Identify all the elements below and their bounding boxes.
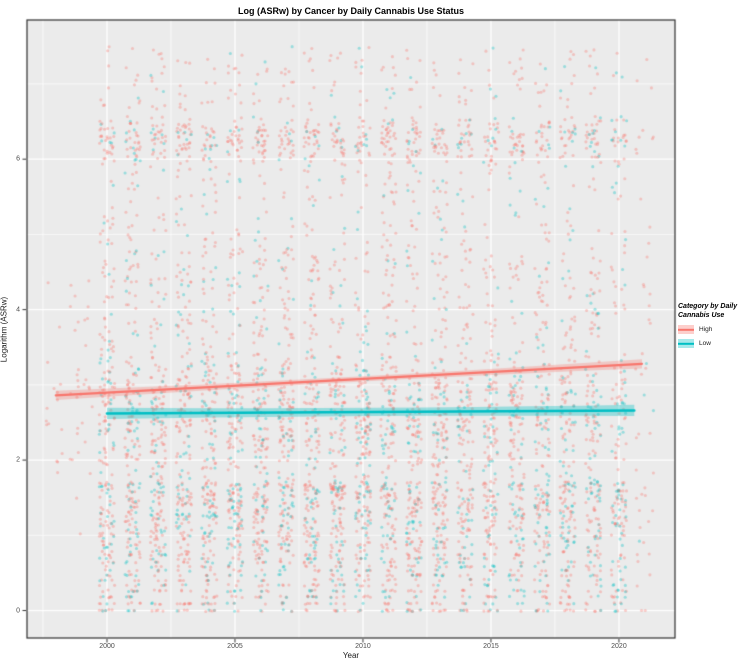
legend-label-high: High — [699, 326, 713, 334]
y-tick-label: 4 — [16, 306, 20, 314]
x-tick-label: 2000 — [99, 643, 115, 650]
x-tick-label: 2010 — [355, 643, 371, 650]
y-tick-label: 2 — [16, 456, 20, 464]
legend: Category by Daily Cannabis Use High Low — [678, 302, 750, 349]
legend-label-low: Low — [699, 340, 711, 348]
legend-entries: High Low — [678, 325, 750, 349]
x-tick-label: 2015 — [483, 643, 499, 650]
y-axis-title: Logarithm (ASRw) — [0, 296, 9, 363]
x-tick-label: 2020 — [611, 643, 627, 650]
legend-title-line-2: Cannabis Use — [678, 312, 725, 320]
legend-title: Category by Daily Cannabis Use — [678, 302, 750, 320]
legend-key-swatch-low — [678, 339, 694, 349]
y-tick-label: 0 — [16, 607, 20, 615]
legend-title-line-1: Category by Daily — [678, 303, 738, 310]
legend-key-line-high — [678, 328, 694, 331]
x-axis-title: Year — [342, 651, 360, 660]
legend-entry-high: High — [678, 325, 750, 335]
legend-entry-low: Low — [678, 339, 750, 349]
legend-key-line-low — [678, 342, 694, 345]
x-tick-label: 2005 — [227, 643, 243, 650]
y-tick-label: 6 — [16, 155, 20, 163]
chart-title: Log (ASRw) by Cancer by Daily Cannabis U… — [237, 6, 465, 16]
legend-key-swatch-high — [678, 325, 694, 335]
